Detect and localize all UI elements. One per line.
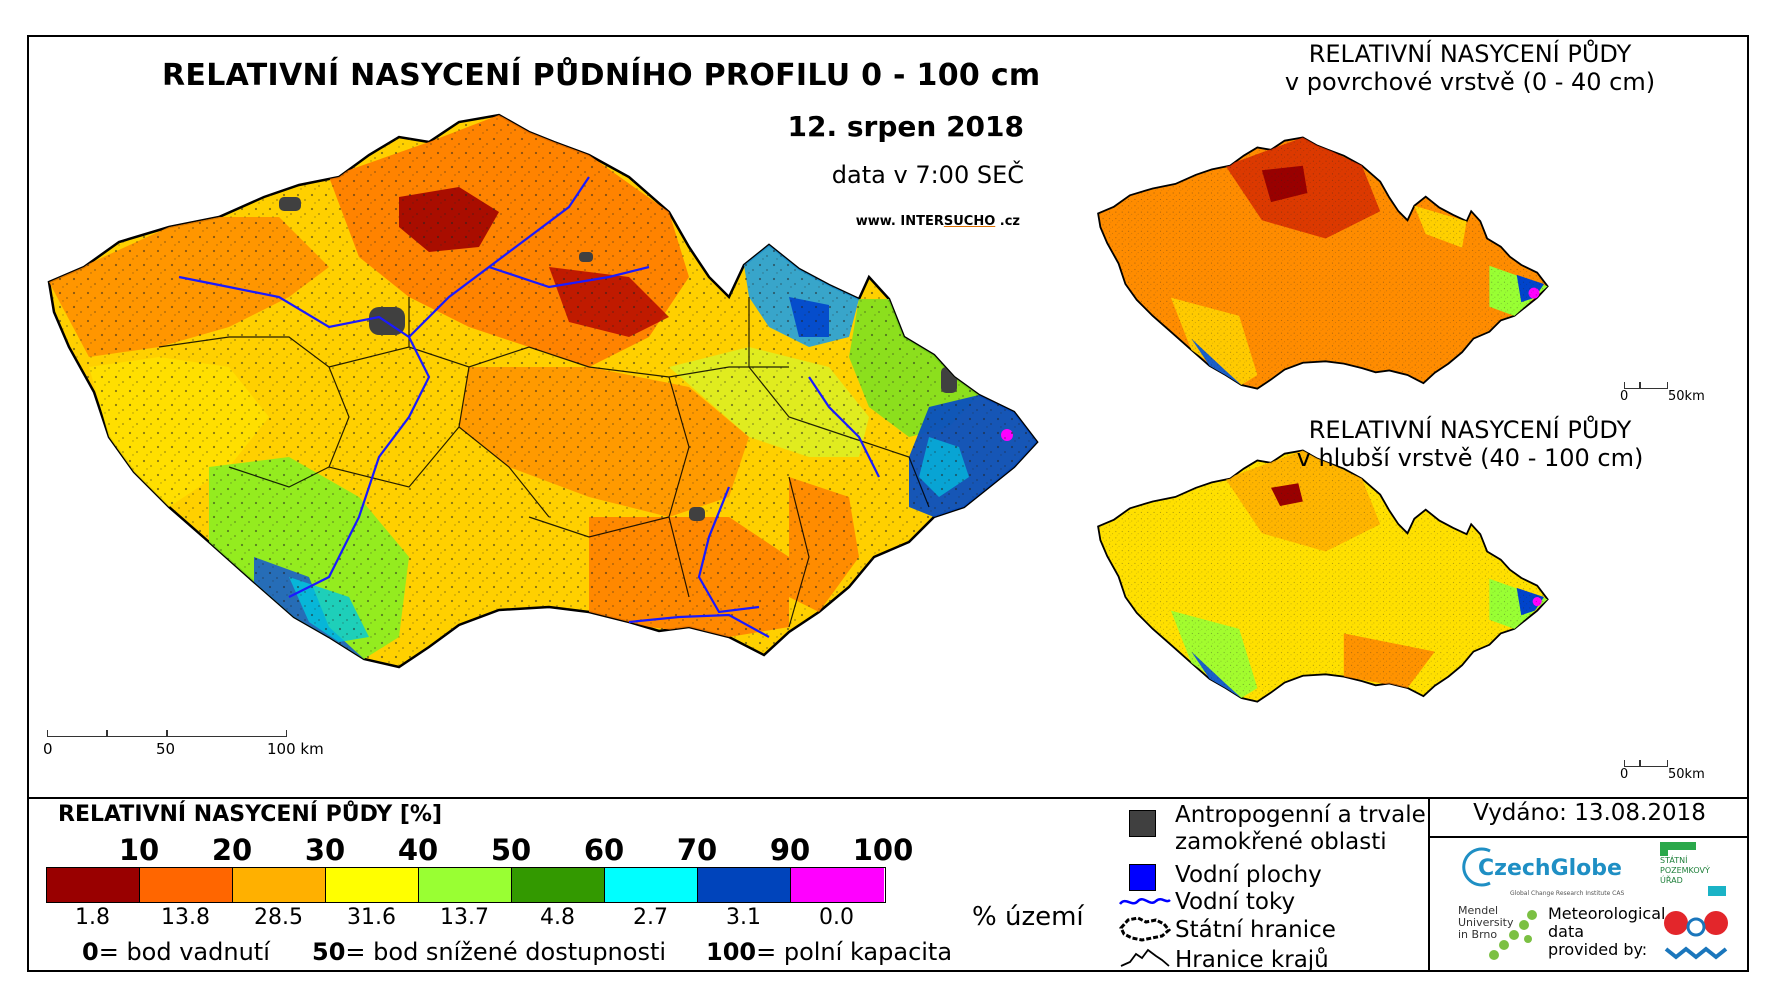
state-border-icon <box>1119 916 1172 942</box>
legend-area-pct: 0.0 <box>819 905 854 930</box>
spu-logo-mark <box>1660 842 1696 856</box>
legend-tick-label: 100 <box>852 833 914 867</box>
map-area <box>47 113 1549 703</box>
mendel-logo: Mendel University in Brno <box>1458 904 1514 941</box>
legend-tick-label: 90 <box>769 833 811 867</box>
legend-title: RELATIVNÍ NASYCENÍ PŮDY [%] <box>58 802 443 827</box>
chmi-logo-icon <box>1664 911 1728 960</box>
region-border-icon <box>1120 948 1170 967</box>
legend-area-pct: 1.8 <box>75 905 110 930</box>
main-scale-50: 50 <box>156 740 176 758</box>
legend-tick-label: 10 <box>118 833 160 867</box>
legend-area-pct: 2.7 <box>633 905 668 930</box>
legend-color-cell <box>698 868 791 902</box>
website-prefix: www. INTER <box>855 214 944 229</box>
issued-divider <box>1428 797 1430 972</box>
meteo-provider: Meteorological data provided by: <box>1548 904 1666 959</box>
state-border-label: Státní hranice <box>1175 917 1336 943</box>
def-wilting-point: 0= bod vadnutí <box>82 938 270 966</box>
inset-deep-scale-50: 50km <box>1668 767 1705 782</box>
inset-surface-title-line2: v povrchové vrstvě (0 - 40 cm) <box>1284 68 1656 96</box>
inset-surface-scale-0: 0 <box>1620 389 1629 404</box>
inset-deep-title-line1: RELATIVNÍ NASYCENÍ PŮDY <box>1308 416 1632 444</box>
spu-logo: STÁTNÍ POZEMKOVÝ ÚŘAD <box>1660 842 1726 896</box>
legend-area-pct: 13.7 <box>440 905 489 930</box>
legend-tick-label: 50 <box>490 833 532 867</box>
legend-area-pct: 13.8 <box>161 905 210 930</box>
legend-color-cell <box>419 868 512 902</box>
legend-area-pct: 28.5 <box>254 905 303 930</box>
issued-date: Vydáno: 13.08.2018 <box>1473 800 1706 826</box>
mendel-dots-icon <box>1489 910 1537 960</box>
main-scale-0: 0 <box>43 740 53 758</box>
def-reduced-availability: 50= bod snížené dostupnosti <box>312 938 667 966</box>
legend-area-pct: 31.6 <box>347 905 396 930</box>
inset-surface-title-line1: RELATIVNÍ NASYCENÍ PŮDY <box>1308 40 1632 68</box>
legend-tick-label: 30 <box>304 833 346 867</box>
legend-color-cell <box>233 868 326 902</box>
inset-surface-map <box>1097 136 1549 390</box>
legend-color-cell <box>512 868 605 902</box>
inset-surface-title: RELATIVNÍ NASYCENÍ PŮDY v povrchové vrst… <box>1270 40 1670 96</box>
map-date: 12. srpen 2018 <box>787 110 1024 143</box>
legend-color-cell <box>140 868 233 902</box>
inset-deep-title-line2: v hlubší vrstvě (40 - 100 cm) <box>1296 444 1644 472</box>
website-mid: SUCHO <box>943 214 996 229</box>
region-border-label: Hranice krajů <box>1175 947 1329 973</box>
water-bodies-label: Vodní plochy <box>1175 862 1322 888</box>
website-suffix: .cz <box>995 214 1020 229</box>
spu-logo-mark-bottom <box>1708 886 1726 896</box>
legend-color-cell <box>326 868 419 902</box>
anthropogenic-swatch <box>1129 810 1156 837</box>
legend-color-cell <box>605 868 698 902</box>
rivers-label: Vodní toky <box>1175 889 1296 915</box>
anthropogenic-label: Antropogenní a trvale zamokřené oblasti <box>1175 802 1426 855</box>
percent-area-unit: % území <box>972 902 1084 932</box>
def-field-capacity: 100= polní kapacita <box>706 938 953 966</box>
inset-surface-scale-50: 50km <box>1668 389 1705 404</box>
legend-tick-label: 40 <box>397 833 439 867</box>
legend-area-pct: 3.1 <box>726 905 761 930</box>
legend-tick-label: 20 <box>211 833 253 867</box>
legend-color-cell <box>791 868 884 902</box>
map-title: RELATIVNÍ NASYCENÍ PŮDNÍHO PROFILU 0 - 1… <box>162 58 1041 93</box>
website-link[interactable]: www. INTERSUCHO .cz <box>856 214 1020 229</box>
legend-color-cell <box>47 868 140 902</box>
legend-tick-label: 60 <box>583 833 625 867</box>
inset-deep-title: RELATIVNÍ NASYCENÍ PŮDY v hlubší vrstvě … <box>1270 416 1670 472</box>
czechglobe-logo-arc <box>1462 847 1491 887</box>
river-icon <box>1119 898 1171 905</box>
water-bodies-swatch <box>1129 864 1156 891</box>
legend-divider <box>27 797 1749 799</box>
main-scale-100: 100 km <box>267 740 324 758</box>
legend-tick-label: 70 <box>676 833 718 867</box>
legend-color-bar <box>46 867 886 903</box>
czechglobe-logo: CzechGlobe <box>1478 856 1622 881</box>
inset-deep-scale-0: 0 <box>1620 767 1629 782</box>
data-time: data v 7:00 SEČ <box>831 161 1024 189</box>
legend-area-pct: 4.8 <box>540 905 575 930</box>
issued-divider-h <box>1428 836 1749 838</box>
czechglobe-subtitle: Global Change Research Institute CAS <box>1510 890 1625 897</box>
